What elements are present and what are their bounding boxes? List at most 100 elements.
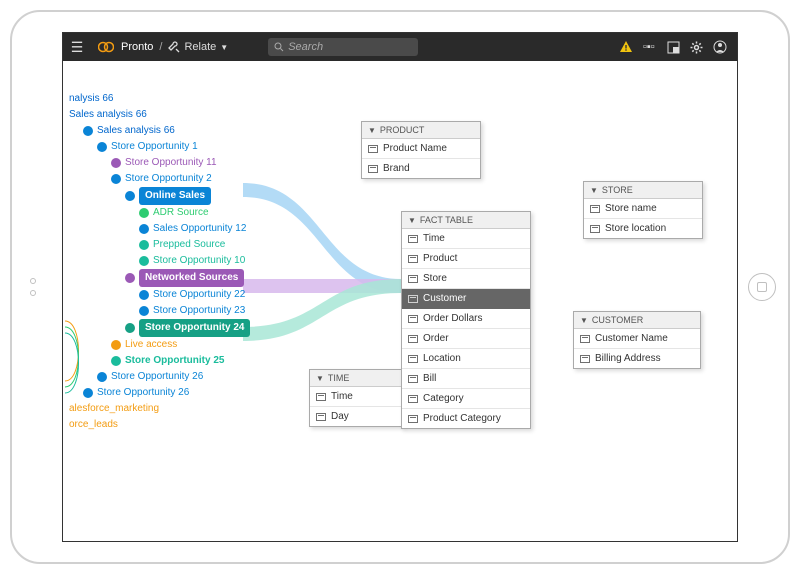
tree-node[interactable]: Store Opportunity 23 — [69, 303, 250, 319]
field-label: Customer — [423, 293, 466, 304]
card-field[interactable]: Product Category — [402, 409, 530, 428]
field-icon — [590, 205, 600, 213]
user-icon[interactable] — [713, 40, 727, 54]
table-card-customer[interactable]: ▼CUSTOMERCustomer Name Billing Address — [573, 311, 701, 369]
relate-canvas[interactable]: nalysis 66Sales analysis 66Sales analysi… — [63, 61, 737, 541]
hamburger-menu-icon[interactable]: ☰ — [63, 39, 91, 56]
tree-node-label: Live access — [125, 337, 177, 353]
card-header[interactable]: ▼ TIME — [310, 370, 403, 387]
card-field[interactable]: Customer Name — [574, 329, 700, 349]
field-icon — [408, 355, 418, 363]
tree-node[interactable]: Store Opportunity 24 — [69, 319, 250, 337]
search-icon — [274, 42, 284, 52]
tree-node[interactable]: Live access — [69, 337, 250, 353]
tree-node[interactable]: Sales analysis 66 — [69, 107, 250, 123]
tree-node-icon — [83, 126, 93, 136]
tree-node-label: Store Opportunity 25 — [125, 353, 224, 369]
search-input[interactable]: Search — [268, 38, 418, 56]
tool-dropdown[interactable]: Relate ▼ — [168, 41, 228, 53]
device-icon[interactable]: ▫▪▫ — [643, 41, 657, 53]
card-header[interactable]: ▼ FACT TABLE — [402, 212, 530, 229]
field-icon — [580, 355, 590, 363]
tree-node[interactable]: alesforce_marketing — [69, 401, 250, 417]
card-field[interactable]: Time — [402, 229, 530, 249]
card-field[interactable]: Location — [402, 349, 530, 369]
field-icon — [408, 375, 418, 383]
tree-node[interactable]: Store Opportunity 22 — [69, 287, 250, 303]
tree-node-label: Store Opportunity 26 — [111, 369, 203, 385]
field-icon — [408, 235, 418, 243]
card-header[interactable]: ▼STORE — [584, 182, 702, 199]
field-label: Store — [423, 273, 447, 284]
tree-node[interactable]: orce_leads — [69, 417, 250, 433]
tree-node[interactable]: Sales analysis 66 — [69, 123, 250, 139]
card-field[interactable]: Product — [402, 249, 530, 269]
top-bar: ☰ Pronto / Relate ▼ Search ▫▪▫ — [63, 33, 737, 61]
card-field[interactable]: Store location — [584, 219, 702, 238]
card-field[interactable]: Time — [310, 387, 403, 407]
card-field[interactable]: Order — [402, 329, 530, 349]
card-header[interactable]: ▼PRODUCT — [362, 122, 480, 139]
card-title: CUSTOMER — [592, 315, 643, 325]
tree-node[interactable]: Store Opportunity 26 — [69, 385, 250, 401]
tree-node[interactable]: Networked Sources — [69, 269, 250, 287]
field-label: Product — [423, 253, 457, 264]
tree-node[interactable]: nalysis 66 — [69, 91, 250, 107]
card-field[interactable]: Store — [402, 269, 530, 289]
tree-node-icon — [83, 388, 93, 398]
tree-node-label: Prepped Source — [153, 237, 225, 253]
tree-node[interactable]: Store Opportunity 10 — [69, 253, 250, 269]
card-field[interactable]: Product Name — [362, 139, 480, 159]
card-title: TIME — [328, 373, 350, 383]
tree-node[interactable]: Store Opportunity 2 — [69, 171, 250, 187]
tree-node[interactable]: Store Opportunity 1 — [69, 139, 250, 155]
tree-node-icon — [125, 191, 135, 201]
brand-name[interactable]: Pronto — [121, 41, 153, 53]
card-field[interactable]: Brand — [362, 159, 480, 178]
tree-node-icon — [139, 208, 149, 218]
tree-node[interactable]: Store Opportunity 11 — [69, 155, 250, 171]
gear-icon[interactable] — [690, 41, 703, 54]
tree-node[interactable]: Online Sales — [69, 187, 250, 205]
card-field[interactable]: Store name — [584, 199, 702, 219]
tablet-frame: ☰ Pronto / Relate ▼ Search ▫▪▫ — [10, 10, 790, 564]
collapse-icon: ▼ — [408, 216, 416, 225]
tree-node-icon — [139, 306, 149, 316]
table-card-fact[interactable]: ▼ FACT TABLE Time Product Store Customer Order… — [401, 211, 531, 429]
field-label: Product Name — [383, 143, 447, 154]
field-label: Product Category — [423, 413, 501, 424]
tree-node[interactable]: Store Opportunity 25 — [69, 353, 250, 369]
tree-node[interactable]: Sales Opportunity 12 — [69, 221, 250, 237]
field-label: Time — [423, 233, 445, 244]
card-field[interactable]: Order Dollars — [402, 309, 530, 329]
field-label: Billing Address — [595, 353, 661, 364]
card-header[interactable]: ▼CUSTOMER — [574, 312, 700, 329]
tree-node[interactable]: Store Opportunity 26 — [69, 369, 250, 385]
table-card-store[interactable]: ▼STOREStore nameStore location — [583, 181, 703, 239]
card-field[interactable]: Bill — [402, 369, 530, 389]
tree-node-label: Store Opportunity 2 — [125, 171, 212, 187]
field-label: Order Dollars — [423, 313, 482, 324]
tree-node-label: alesforce_marketing — [69, 401, 159, 417]
table-card-product[interactable]: ▼PRODUCT Product Name Brand — [361, 121, 481, 179]
field-icon — [368, 165, 378, 173]
tree-node[interactable]: Prepped Source — [69, 237, 250, 253]
card-field[interactable]: Billing Address — [574, 349, 700, 368]
warning-icon[interactable] — [619, 40, 633, 54]
field-label: Bill — [423, 373, 436, 384]
field-icon — [408, 415, 418, 423]
card-field[interactable]: Day — [310, 407, 403, 426]
tree-node-icon — [125, 323, 135, 333]
tree-node-icon — [125, 273, 135, 283]
tablet-home-button[interactable] — [748, 273, 776, 301]
tree-node-icon — [139, 256, 149, 266]
card-field[interactable]: Customer — [402, 289, 530, 309]
table-card-time[interactable]: ▼ TIME TimeDay — [309, 369, 404, 427]
card-field[interactable]: Category — [402, 389, 530, 409]
tree-node[interactable]: ADR Source — [69, 205, 250, 221]
collapse-icon: ▼ — [316, 374, 324, 383]
breadcrumb-separator: / — [159, 41, 162, 53]
tree-node-label: nalysis 66 — [69, 91, 113, 107]
layout-icon[interactable] — [667, 41, 680, 54]
card-title: FACT TABLE — [420, 215, 473, 225]
